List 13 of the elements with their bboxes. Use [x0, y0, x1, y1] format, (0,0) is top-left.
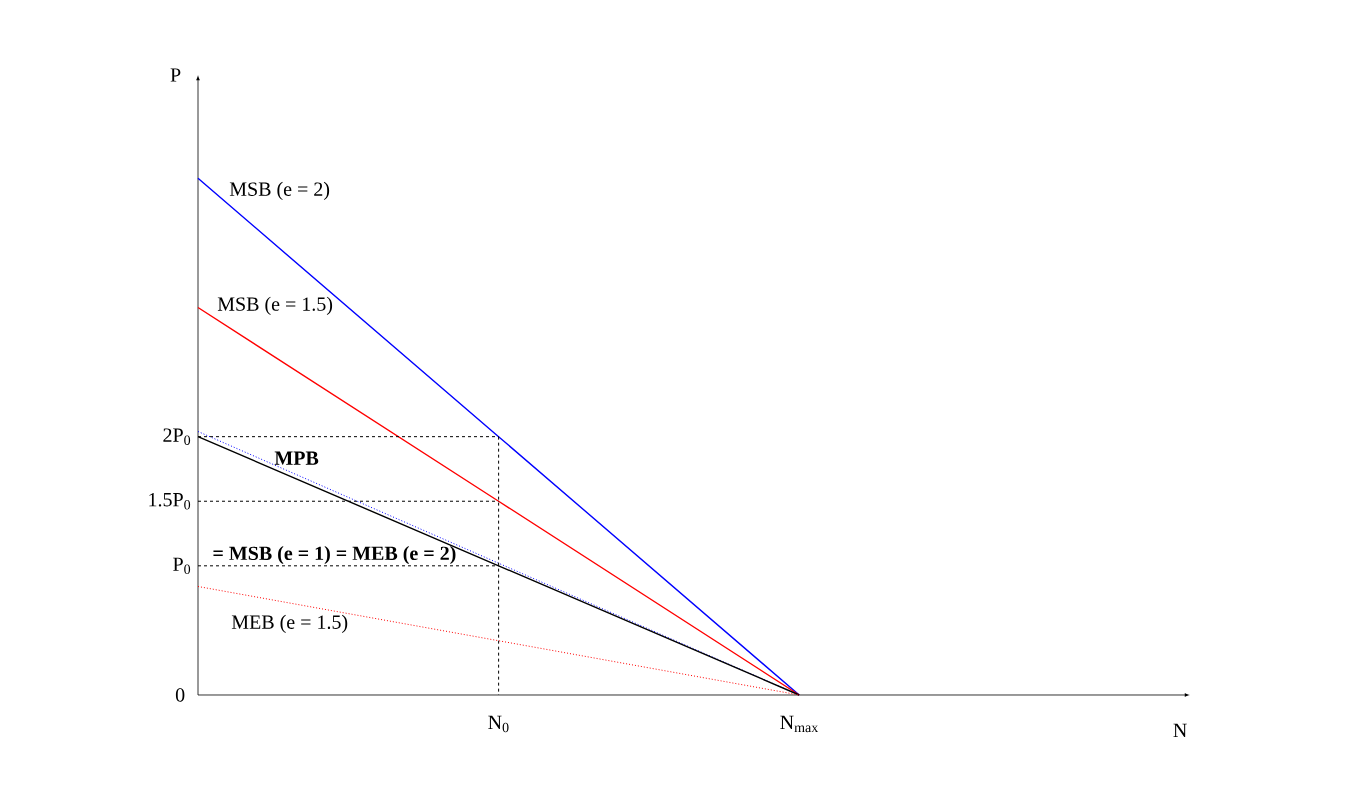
- series-label: MSB (e = 2): [229, 181, 330, 200]
- series-label: 1.5P$_{0}$: [149, 493, 191, 510]
- x-axis-title: N: [1173, 723, 1187, 737]
- series-label: MSB (e = 1.5): [217, 296, 333, 315]
- y-axis-title: P: [170, 68, 181, 82]
- series-label: = MSB (e = 1) = MEB (e = 2): [213, 545, 456, 565]
- x-tick-label: N$_{max}$: [780, 715, 819, 733]
- series-label: 2P$_{0}$: [163, 428, 191, 445]
- text: 0: [175, 688, 185, 702]
- series-label: MPB: [274, 451, 319, 465]
- series-label: MEB (e = 1.5): [231, 614, 348, 633]
- x-tick-label: N$_{0}$: [488, 715, 509, 733]
- series-label: P$_{0}$: [173, 557, 191, 574]
